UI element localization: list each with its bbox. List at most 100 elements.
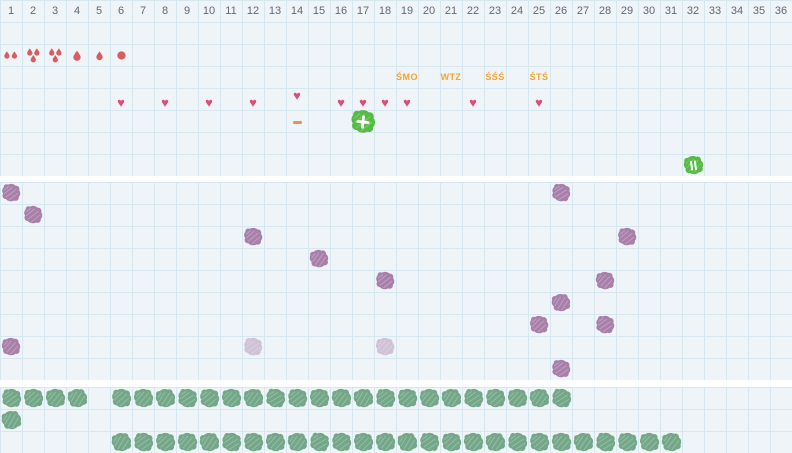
green-scribble-icon[interactable] xyxy=(110,387,132,409)
heart-icon[interactable]: ♥ xyxy=(535,94,543,110)
purple-scribble-icon[interactable] xyxy=(549,291,573,315)
note-label[interactable]: WTZ xyxy=(440,72,462,82)
green-scribble-icon[interactable] xyxy=(659,430,683,453)
green-scribble-icon[interactable] xyxy=(309,388,330,409)
heart-icon[interactable]: ♥ xyxy=(161,94,169,110)
purple-scribble-icon[interactable] xyxy=(529,315,550,336)
heart-icon[interactable]: ♥ xyxy=(403,94,411,110)
symptom-scribble-section[interactable] xyxy=(0,182,792,380)
heart-icon[interactable]: ♥ xyxy=(117,94,125,110)
purple-scribble-icon[interactable] xyxy=(616,226,638,248)
note-label[interactable]: ŚŚŚ xyxy=(485,72,505,82)
green-scribble-icon[interactable] xyxy=(396,387,418,409)
heart-icon[interactable]: ♥ xyxy=(293,87,301,103)
green-scribble-icon[interactable] xyxy=(329,430,352,453)
green-scribble-icon[interactable] xyxy=(43,386,66,409)
positive-test-icon[interactable] xyxy=(349,108,378,137)
green-scribble-icon[interactable] xyxy=(242,431,265,453)
green-scribble-icon[interactable] xyxy=(108,429,133,453)
green-scribble-icon[interactable] xyxy=(197,430,222,453)
heart-icon[interactable]: ♥ xyxy=(469,94,477,110)
day-number: 4 xyxy=(73,5,81,17)
green-scribble-icon[interactable] xyxy=(132,387,154,409)
green-scribble-icon[interactable] xyxy=(22,387,43,408)
green-scribble-icon[interactable] xyxy=(571,430,595,453)
purple-scribble-icon[interactable] xyxy=(0,182,22,205)
pause-icon[interactable] xyxy=(681,153,705,177)
green-scribble-icon[interactable] xyxy=(153,386,178,411)
green-scribble-icon[interactable] xyxy=(550,431,572,453)
heart-icon[interactable]: ♥ xyxy=(249,94,257,110)
green-scribble-icon[interactable] xyxy=(219,430,244,453)
note-label[interactable]: ŚMO xyxy=(396,72,418,82)
spotting-dash-icon[interactable] xyxy=(292,120,302,124)
green-scribble-icon[interactable] xyxy=(175,386,200,411)
period-drop-small-icon[interactable] xyxy=(95,50,103,60)
green-scribble-icon[interactable] xyxy=(505,430,530,453)
green-scribble-icon[interactable] xyxy=(306,429,331,453)
note-label[interactable]: ŚTŚ xyxy=(529,72,549,82)
green-scribble-icon[interactable] xyxy=(329,386,352,409)
green-scribble-icon[interactable] xyxy=(440,431,462,453)
purple-scribble-icon[interactable] xyxy=(550,358,573,381)
day-number: 36 xyxy=(774,5,788,17)
green-scribble-icon[interactable] xyxy=(417,430,441,453)
green-scribble-icon[interactable] xyxy=(528,431,550,453)
day-number: 2 xyxy=(29,5,37,17)
green-scribble-icon[interactable] xyxy=(484,387,506,409)
day-number: 21 xyxy=(444,5,458,17)
day-number: 35 xyxy=(752,5,766,17)
day-number: 29 xyxy=(620,5,634,17)
period-drop-icon[interactable] xyxy=(73,50,81,61)
purple-scribble-icon[interactable] xyxy=(593,313,616,336)
green-scribble-icon[interactable] xyxy=(285,430,309,453)
green-scribble-icon[interactable] xyxy=(439,386,464,411)
purple-scribble-icon[interactable] xyxy=(375,337,396,358)
green-scribble-icon[interactable] xyxy=(548,385,573,410)
green-scribble-icon[interactable] xyxy=(264,431,286,453)
green-scribble-icon[interactable] xyxy=(592,429,617,453)
green-scribble-icon[interactable] xyxy=(131,430,155,453)
green-scribble-icon[interactable] xyxy=(353,432,374,453)
period-drops-3-icon[interactable] xyxy=(48,48,63,63)
heart-icon[interactable]: ♥ xyxy=(381,94,389,110)
green-scribble-icon[interactable] xyxy=(198,387,221,410)
green-scribble-icon[interactable] xyxy=(262,385,287,410)
green-scribble-icon[interactable] xyxy=(506,387,528,409)
green-scribble-icon[interactable] xyxy=(461,386,486,411)
green-scribble-icon[interactable] xyxy=(0,407,24,433)
green-scribble-icon[interactable] xyxy=(154,431,176,453)
purple-scribble-icon[interactable] xyxy=(241,335,264,358)
purple-scribble-icon[interactable] xyxy=(242,226,264,248)
period-dot-icon[interactable] xyxy=(116,50,126,60)
purple-scribble-icon[interactable] xyxy=(594,270,615,291)
green-scribble-icon[interactable] xyxy=(220,387,242,409)
green-scribble-icon[interactable] xyxy=(241,386,265,410)
heart-icon[interactable]: ♥ xyxy=(337,94,345,110)
green-scribble-icon[interactable] xyxy=(527,386,551,410)
purple-scribble-icon[interactable] xyxy=(308,248,331,271)
calendar-grid-section[interactable]: 1 2 3 4 5 6 7 8 9 10 11 12 13 14 15 16 17 18 19 20 21 22 23 24 2… xyxy=(0,0,792,176)
period-drops-3-icon[interactable] xyxy=(26,48,41,63)
green-scribble-icon[interactable] xyxy=(285,386,308,409)
green-scribble-icon[interactable] xyxy=(373,386,397,410)
green-scribble-icon[interactable] xyxy=(638,431,659,452)
green-scribble-icon[interactable] xyxy=(615,430,638,453)
purple-scribble-icon[interactable] xyxy=(374,270,396,292)
period-drops-2-icon[interactable] xyxy=(4,51,18,59)
green-scribble-icon[interactable] xyxy=(418,387,441,410)
purple-scribble-icon[interactable] xyxy=(549,181,573,205)
green-scribble-icon[interactable] xyxy=(350,385,375,410)
green-scribble-icon[interactable] xyxy=(64,385,89,410)
heart-icon[interactable]: ♥ xyxy=(359,94,367,110)
pill-scribble-section[interactable] xyxy=(0,387,792,453)
purple-scribble-icon[interactable] xyxy=(22,204,45,227)
heart-icon[interactable]: ♥ xyxy=(205,94,213,110)
green-scribble-icon[interactable] xyxy=(462,431,485,453)
purple-scribble-icon[interactable] xyxy=(0,336,21,357)
green-scribble-icon[interactable] xyxy=(394,429,419,453)
green-scribble-icon[interactable] xyxy=(483,430,508,453)
green-scribble-icon[interactable] xyxy=(0,386,23,410)
green-scribble-icon[interactable] xyxy=(176,431,198,453)
green-scribble-icon[interactable] xyxy=(373,430,396,453)
